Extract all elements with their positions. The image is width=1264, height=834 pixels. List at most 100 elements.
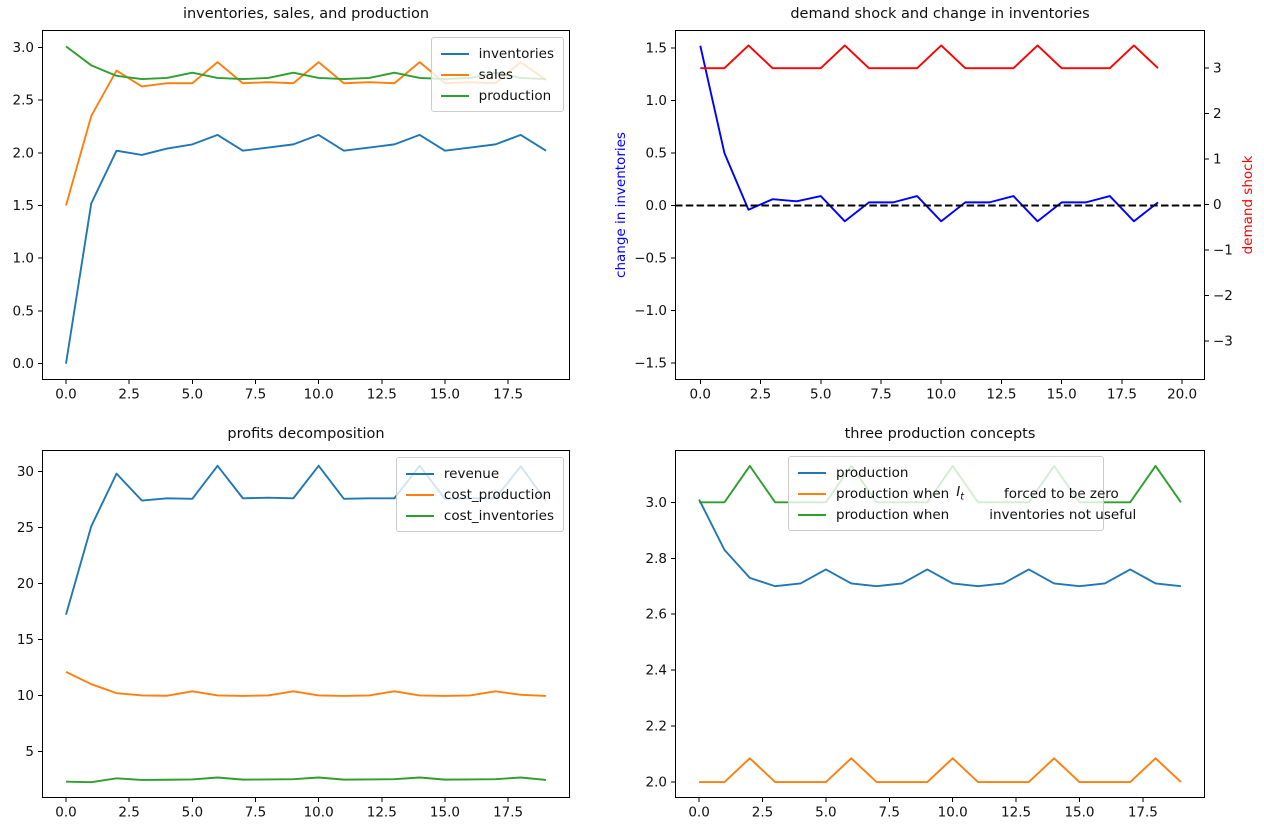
legend-item: production <box>798 462 1094 483</box>
legend-label: production <box>478 87 552 104</box>
legend: production production when It forced to be … <box>788 456 1136 531</box>
x-tick-label: 2.5 <box>118 387 139 403</box>
axes-frame <box>675 450 1205 798</box>
x-tick-label: 15.0 <box>430 805 460 821</box>
legend-item: cost_inventories <box>405 505 554 526</box>
axes-frame <box>42 30 570 380</box>
y-tick-label: 25 <box>17 520 34 536</box>
series-production-when-i-t-forced-to-be-zero <box>699 757 1182 783</box>
chart-title: three production concepts <box>844 426 1036 442</box>
chart-title: inventories, sales, and production <box>182 6 430 22</box>
right-y-tick-label: −1 <box>1213 243 1233 259</box>
legend-item: inventories <box>440 43 554 64</box>
y-axis-label-left: change in inventories <box>613 132 629 278</box>
x-tick-label: 7.5 <box>879 805 900 821</box>
series-inventories <box>65 133 547 364</box>
y-tick-label: 20 <box>17 576 34 592</box>
x-tick-label: 10.0 <box>926 387 956 403</box>
x-tick-label: 0.0 <box>688 805 709 821</box>
y-tick-label: 30 <box>17 464 34 480</box>
x-tick-label: 15.0 <box>430 387 460 403</box>
y-tick-label: −1.0 <box>634 303 667 319</box>
x-tick-label: 15.0 <box>1047 387 1077 403</box>
x-tick-label: 2.5 <box>750 387 771 403</box>
y-tick-label: 0.5 <box>13 303 34 319</box>
right-y-tick-label: −2 <box>1213 288 1233 304</box>
axes-frame <box>42 450 570 798</box>
legend-line-sample <box>798 513 826 516</box>
legend-line-sample <box>798 471 826 474</box>
y-tick-label: −1.5 <box>634 356 667 372</box>
y-tick-label: 3.0 <box>646 495 667 511</box>
x-tick-label: 2.5 <box>118 805 139 821</box>
legend-line-sample <box>405 472 434 475</box>
series-cost-production <box>65 671 547 697</box>
x-tick-label: 20.0 <box>1167 387 1197 403</box>
legend-item: production when It forced to be zero <box>798 483 1119 504</box>
right-y-tick-label: 3 <box>1213 61 1222 77</box>
y-tick-label: 1.5 <box>646 40 667 56</box>
subplot-inventories-sales-production: inventories, sales, and production inven… <box>42 6 570 380</box>
legend-item: production when inventories not useful <box>798 504 1136 525</box>
legend: revenue cost_production cost_inventories <box>395 457 564 532</box>
x-tick-label: 10.0 <box>304 805 334 821</box>
right-y-tick-label: 2 <box>1213 106 1222 122</box>
y-tick-label: 1.5 <box>13 198 34 214</box>
legend-label: inventories <box>478 45 554 62</box>
right-y-tick-label: −3 <box>1213 333 1233 349</box>
legend: inventories sales production <box>430 37 564 112</box>
x-tick-label: 17.5 <box>493 387 523 403</box>
series-cost-inventories <box>65 776 547 784</box>
math-symbol: It <box>956 484 965 503</box>
series-demand-shock <box>700 44 1159 70</box>
y-tick-label: 3.0 <box>13 40 34 56</box>
y-tick-label: 0.0 <box>13 356 34 372</box>
y-tick-label: 2.2 <box>646 719 667 735</box>
legend-label: production <box>836 464 909 481</box>
legend-label: revenue <box>443 465 500 482</box>
y-tick-label: 5 <box>25 744 34 760</box>
subplot-profits-decomposition: profits decomposition revenue cost_produc… <box>42 426 570 798</box>
subplot-three-production-concepts: three production concepts production prod… <box>675 426 1205 798</box>
x-tick-label: 5.0 <box>182 387 203 403</box>
y-tick-label: 2.8 <box>646 551 667 567</box>
legend-item: cost_production <box>405 484 554 505</box>
chart-title: demand shock and change in inventories <box>790 6 1090 22</box>
legend-label: sales <box>478 66 514 83</box>
x-tick-label: 0.0 <box>55 805 76 821</box>
y-tick-label: 1.0 <box>13 251 34 267</box>
x-tick-label: 5.0 <box>182 805 203 821</box>
y-tick-label: −0.5 <box>634 251 667 267</box>
legend-label-right: inventories not useful <box>989 506 1137 523</box>
legend-line-sample <box>440 94 469 97</box>
legend-label: production when <box>836 485 950 502</box>
x-tick-label: 17.5 <box>493 805 523 821</box>
series-change-in-inventories <box>699 45 1159 223</box>
y-tick-label: 2.0 <box>646 775 667 791</box>
y-tick-label: 1.0 <box>646 93 667 109</box>
y-axis-label-right: demand shock <box>1240 155 1256 255</box>
x-tick-label: 2.5 <box>752 805 773 821</box>
right-y-tick-label: 0 <box>1213 197 1222 213</box>
x-tick-label: 12.5 <box>986 387 1016 403</box>
y-tick-label: 15 <box>17 632 34 648</box>
legend-label: cost_production <box>443 486 552 503</box>
legend-label: production when <box>836 506 950 523</box>
y-tick-label: 0.0 <box>646 198 667 214</box>
x-tick-label: 7.5 <box>245 805 266 821</box>
legend-line-sample <box>405 514 434 517</box>
x-tick-label: 7.5 <box>245 387 266 403</box>
y-tick-label: 0.5 <box>646 145 667 161</box>
legend-label: cost_inventories <box>443 507 554 524</box>
legend-item: revenue <box>405 463 554 484</box>
legend-label-right: forced to be zero <box>1004 485 1119 502</box>
x-tick-label: 17.5 <box>1107 387 1137 403</box>
y-tick-label: 10 <box>17 688 34 704</box>
x-tick-label: 12.5 <box>367 805 397 821</box>
x-tick-label: 5.0 <box>815 805 836 821</box>
axes-frame <box>675 30 1205 380</box>
x-tick-label: 5.0 <box>810 387 831 403</box>
x-tick-label: 7.5 <box>870 387 891 403</box>
